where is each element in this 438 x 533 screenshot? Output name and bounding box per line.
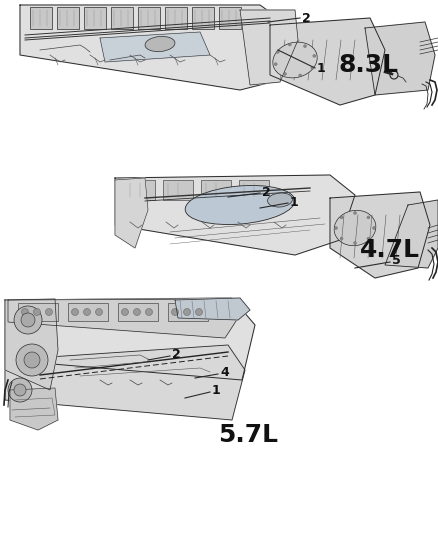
Polygon shape bbox=[385, 200, 438, 268]
Circle shape bbox=[184, 309, 191, 316]
Text: 5: 5 bbox=[392, 254, 401, 268]
Polygon shape bbox=[100, 32, 210, 62]
Circle shape bbox=[276, 51, 279, 53]
Circle shape bbox=[283, 72, 286, 75]
Circle shape bbox=[353, 241, 357, 245]
Bar bbox=[163, 180, 193, 200]
Polygon shape bbox=[175, 298, 250, 320]
Ellipse shape bbox=[185, 185, 295, 224]
Circle shape bbox=[21, 313, 35, 327]
Circle shape bbox=[14, 306, 42, 334]
Circle shape bbox=[299, 74, 302, 77]
Polygon shape bbox=[10, 388, 58, 430]
Text: 1: 1 bbox=[290, 196, 299, 208]
Circle shape bbox=[353, 212, 357, 214]
Bar bbox=[84, 7, 106, 29]
Circle shape bbox=[8, 378, 32, 402]
Circle shape bbox=[311, 67, 314, 69]
Polygon shape bbox=[115, 178, 148, 248]
Bar bbox=[125, 180, 155, 200]
Text: 4: 4 bbox=[220, 367, 229, 379]
Polygon shape bbox=[240, 10, 298, 85]
Bar bbox=[30, 7, 52, 29]
Ellipse shape bbox=[145, 36, 175, 52]
Circle shape bbox=[121, 309, 128, 316]
Circle shape bbox=[313, 54, 316, 58]
Bar bbox=[18, 303, 58, 321]
Text: 8.3L: 8.3L bbox=[338, 53, 398, 77]
Circle shape bbox=[16, 344, 48, 376]
Text: 2: 2 bbox=[172, 349, 181, 361]
Ellipse shape bbox=[268, 193, 293, 207]
Polygon shape bbox=[5, 299, 58, 390]
Ellipse shape bbox=[334, 211, 376, 246]
Text: 2: 2 bbox=[262, 185, 271, 198]
Circle shape bbox=[71, 309, 78, 316]
Circle shape bbox=[84, 309, 91, 316]
Bar bbox=[192, 7, 214, 29]
Circle shape bbox=[134, 309, 141, 316]
Circle shape bbox=[95, 309, 102, 316]
Circle shape bbox=[304, 45, 307, 47]
Ellipse shape bbox=[273, 42, 317, 78]
Circle shape bbox=[172, 309, 179, 316]
Bar bbox=[165, 7, 187, 29]
Polygon shape bbox=[8, 299, 238, 338]
Bar bbox=[57, 7, 79, 29]
Polygon shape bbox=[330, 192, 430, 278]
Circle shape bbox=[340, 216, 343, 219]
Circle shape bbox=[21, 309, 28, 316]
Circle shape bbox=[195, 309, 202, 316]
Circle shape bbox=[33, 309, 40, 316]
Text: 5.7L: 5.7L bbox=[218, 423, 278, 447]
Bar bbox=[111, 7, 133, 29]
Bar bbox=[138, 7, 160, 29]
Circle shape bbox=[335, 227, 338, 230]
Bar bbox=[68, 303, 108, 321]
Circle shape bbox=[340, 237, 343, 240]
Text: 4.7L: 4.7L bbox=[360, 238, 420, 262]
Circle shape bbox=[145, 309, 152, 316]
Circle shape bbox=[372, 227, 375, 230]
Circle shape bbox=[14, 384, 26, 396]
Text: 2: 2 bbox=[302, 12, 311, 25]
Circle shape bbox=[24, 352, 40, 368]
Circle shape bbox=[46, 309, 53, 316]
Polygon shape bbox=[20, 5, 295, 90]
Polygon shape bbox=[115, 175, 355, 255]
Text: 1: 1 bbox=[212, 384, 221, 398]
Bar bbox=[168, 303, 208, 321]
Polygon shape bbox=[365, 22, 435, 95]
Bar bbox=[239, 180, 269, 200]
Circle shape bbox=[367, 237, 370, 240]
Polygon shape bbox=[5, 298, 255, 380]
Text: 1: 1 bbox=[317, 61, 326, 75]
Circle shape bbox=[288, 43, 291, 46]
Circle shape bbox=[367, 216, 370, 219]
Polygon shape bbox=[5, 345, 245, 420]
Bar bbox=[201, 180, 231, 200]
Bar bbox=[219, 7, 241, 29]
Bar bbox=[118, 303, 158, 321]
Circle shape bbox=[274, 63, 277, 66]
Polygon shape bbox=[270, 18, 385, 105]
